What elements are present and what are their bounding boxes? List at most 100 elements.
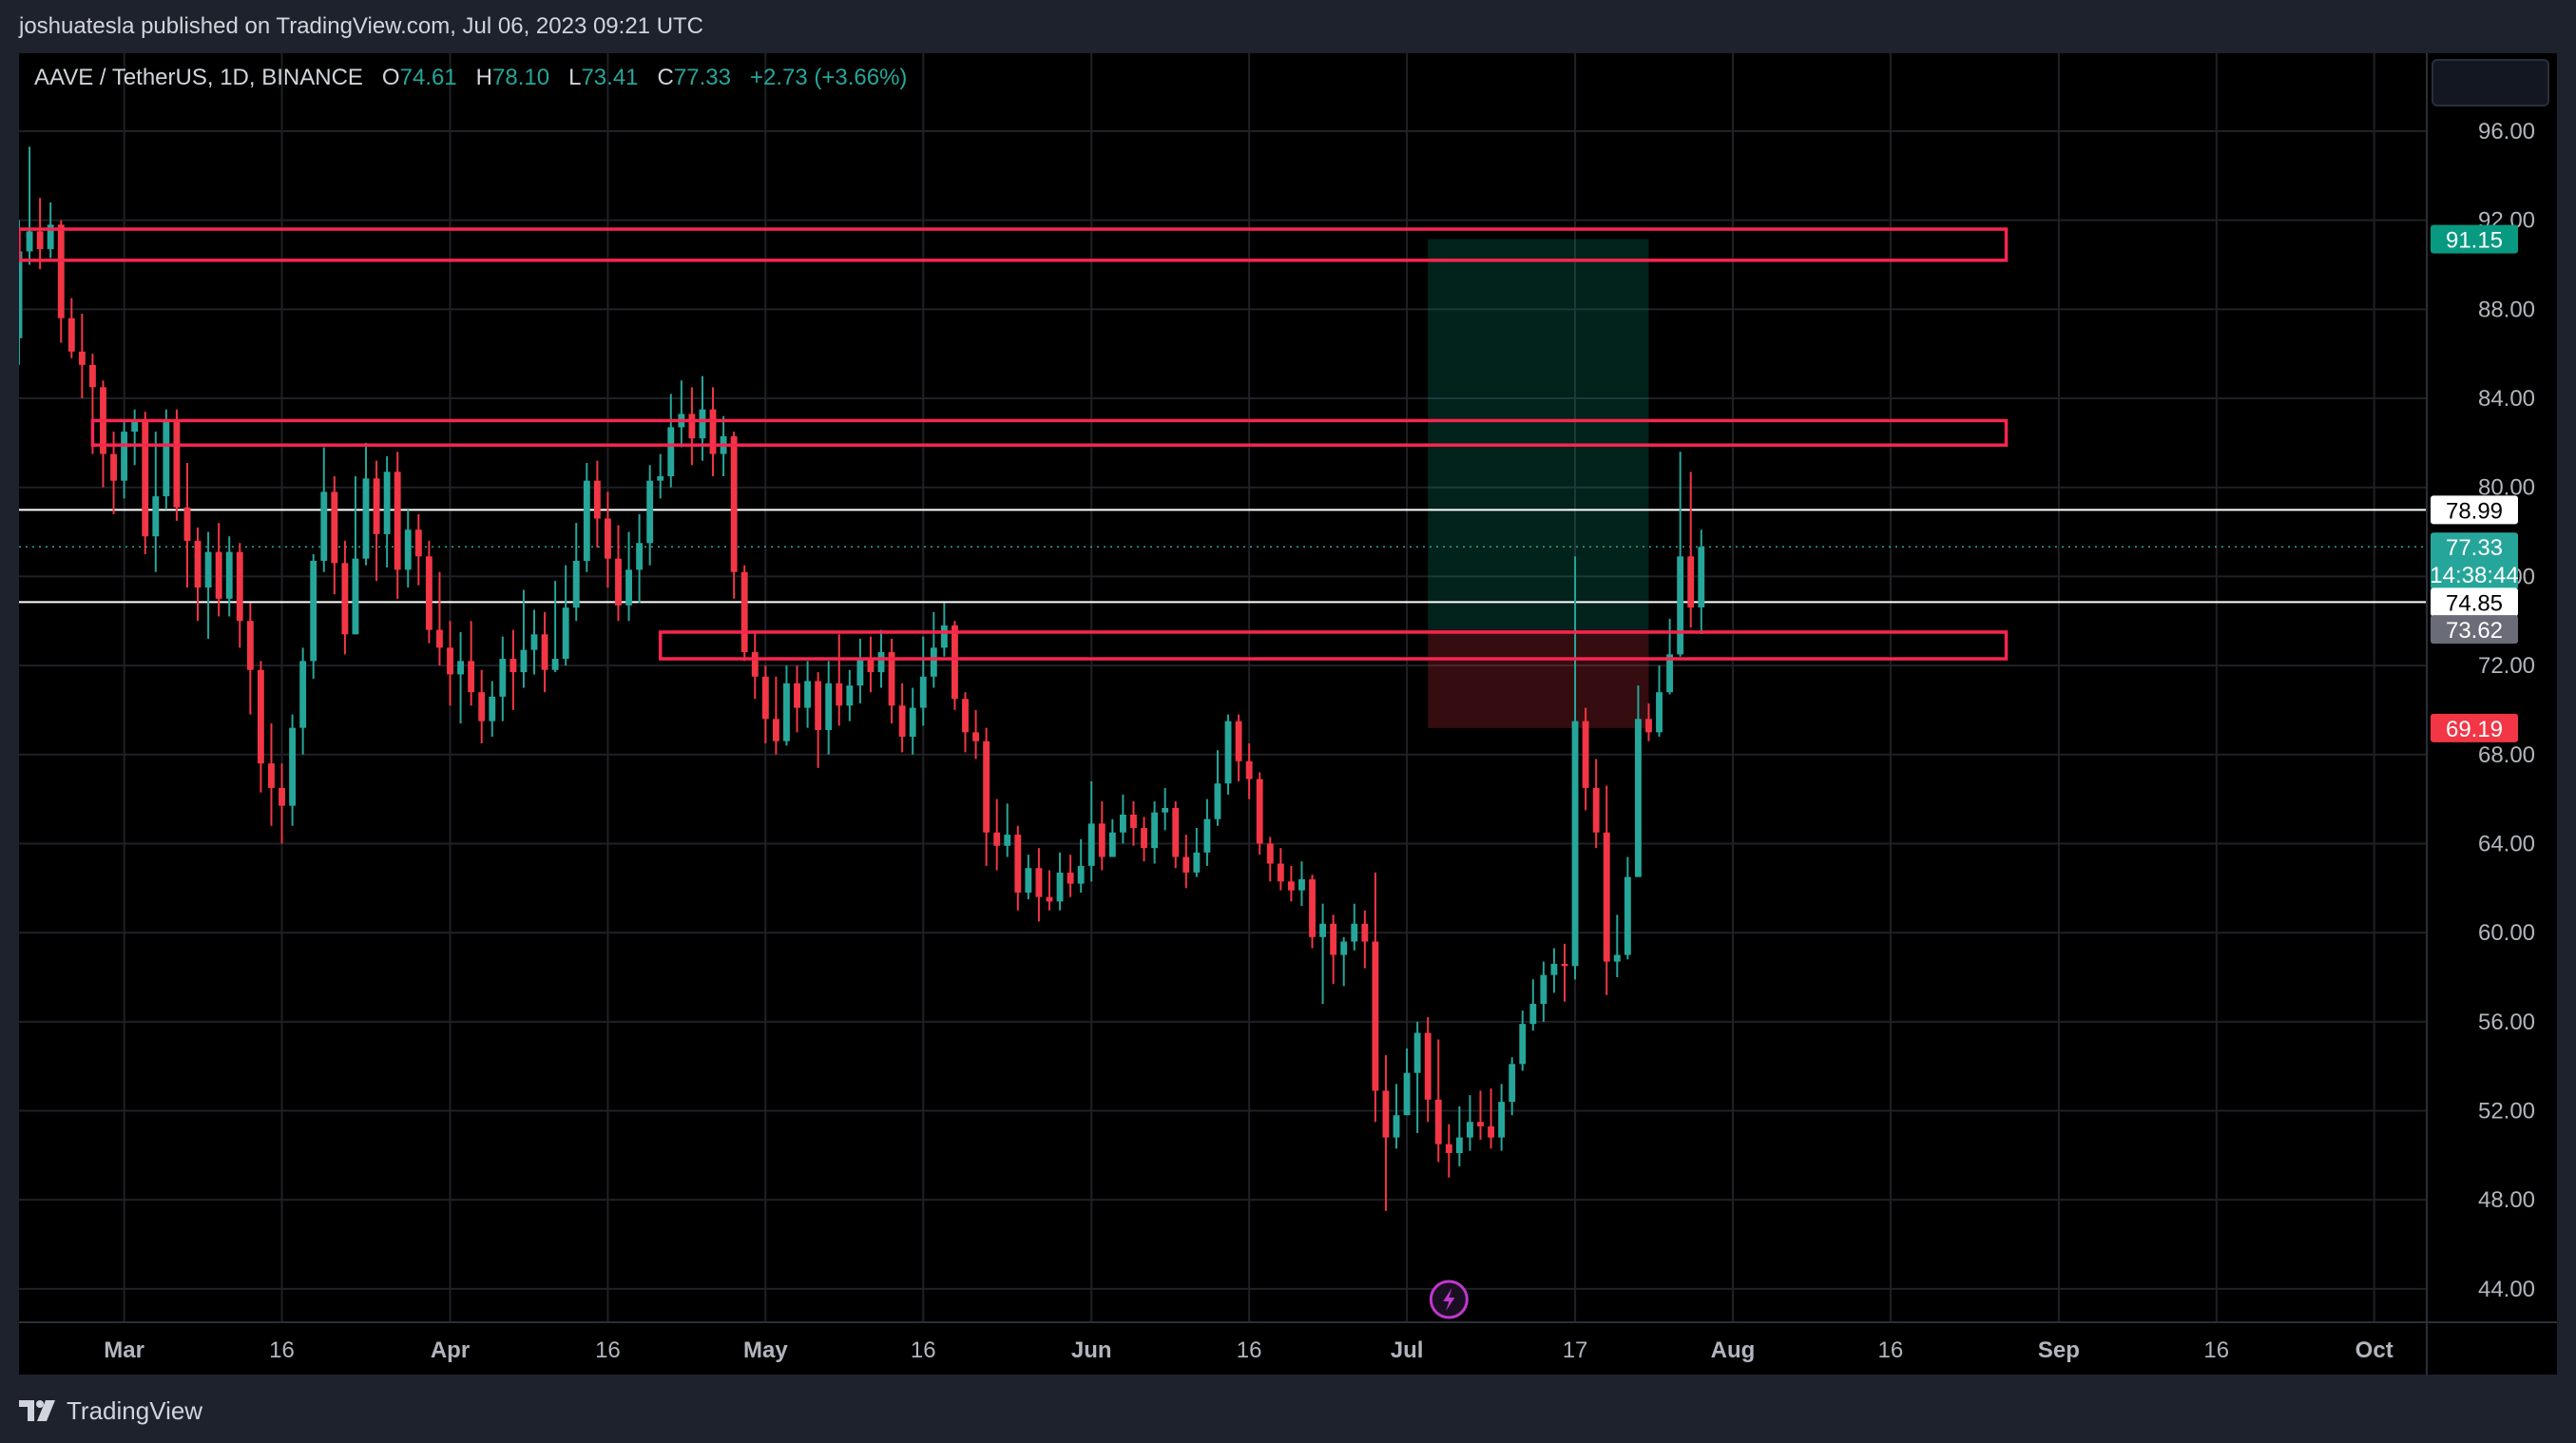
candle-body (173, 420, 181, 508)
candle-body (783, 683, 790, 741)
tradingview-logo-icon[interactable] (19, 1400, 57, 1421)
high-label: H (475, 65, 493, 90)
x-tick-label: 17 (1563, 1337, 1588, 1363)
y-tick-label: 72.00 (2478, 653, 2535, 679)
x-tick-label: Jul (1391, 1337, 1424, 1363)
candle-body (362, 478, 370, 559)
y-tick-label: 60.00 (2478, 920, 2535, 946)
candle-body (331, 491, 338, 564)
candle-body (1455, 1137, 1463, 1153)
candle-body (1403, 1072, 1411, 1116)
candle-body (930, 647, 937, 677)
x-tick-label: May (743, 1337, 788, 1363)
candle-body (583, 480, 590, 561)
chart-area[interactable]: 96.0092.0088.0084.0080.0076.0072.0068.00… (19, 53, 2557, 1375)
candle-body (699, 409, 706, 439)
candle-body (530, 634, 538, 650)
candle-body (1509, 1064, 1516, 1103)
x-tick-label: Aug (1711, 1337, 1756, 1363)
candle-body (1582, 721, 1589, 788)
x-tick-label: Oct (2355, 1337, 2393, 1363)
price-chart[interactable]: 96.0092.0088.0084.0080.0076.0072.0068.00… (19, 53, 2557, 1375)
candle-body (1056, 872, 1064, 902)
candle-body (1203, 818, 1211, 853)
candle-body (562, 607, 569, 660)
candle-body (1519, 1024, 1527, 1065)
candle-body (341, 563, 349, 635)
lightning-icon (1429, 1279, 1469, 1319)
candle-body (1046, 896, 1053, 902)
lightning-icon-bolt (1443, 1288, 1455, 1311)
price-axis-label-text: 69.19 (2446, 717, 2503, 742)
candle-body (436, 629, 443, 648)
candle-body (1087, 823, 1095, 866)
candle-body (1014, 835, 1022, 893)
low-value: 73.41 (581, 65, 639, 90)
candle-body (1098, 823, 1105, 857)
x-tick-label: 16 (595, 1337, 621, 1363)
candle-body (615, 558, 622, 606)
candle-body (993, 832, 1001, 846)
candle-body (1330, 923, 1337, 955)
candle-body (772, 719, 779, 741)
candle-body (1245, 760, 1253, 779)
candle-body (983, 741, 990, 833)
symbol-legend: AAVE / TetherUS, 1D, BINANCE O74.61 H78.… (34, 65, 907, 91)
price-axis-label (2431, 532, 2518, 590)
candle-body (1319, 923, 1327, 937)
candle-body (404, 529, 412, 570)
countdown-label-text: 14:38:44 (2430, 563, 2518, 588)
candle-body (1035, 868, 1043, 897)
candle-body (909, 707, 916, 738)
position-target-zone (1428, 239, 1649, 630)
candle-body (425, 556, 433, 630)
candle-body (478, 692, 486, 722)
x-tick-label: 16 (269, 1337, 295, 1363)
price-axis-label-text: 77.33 (2446, 535, 2503, 561)
candle-body (47, 224, 54, 250)
candle-body (1067, 872, 1074, 884)
candle-body (1277, 863, 1284, 882)
candle-body (520, 649, 528, 673)
candle-body (299, 661, 307, 728)
x-tick-label: 16 (911, 1337, 936, 1363)
candle-body (383, 471, 391, 534)
x-tick-label: Sep (2038, 1337, 2080, 1363)
candle-body (26, 231, 33, 252)
candle-body (1624, 876, 1631, 955)
chart-settings-button[interactable] (2432, 59, 2549, 106)
candle-body (279, 787, 285, 806)
candle-body (468, 661, 475, 693)
price-zone-rectangle (658, 630, 2009, 661)
candle-body (414, 529, 422, 557)
candle-body (110, 453, 117, 481)
candle-body (1529, 1004, 1537, 1025)
brand-name[interactable]: TradingView (67, 1395, 203, 1425)
candle-body (1214, 783, 1221, 819)
candle-body (499, 659, 507, 697)
candle-body (1193, 852, 1201, 873)
candle-body (1561, 963, 1568, 967)
x-tick-label: 16 (1878, 1337, 1904, 1363)
position-stop-zone (1428, 629, 1649, 728)
candle-body (856, 659, 864, 686)
candle-body (972, 732, 979, 741)
candle-body (268, 763, 275, 788)
price-axis-label (2431, 495, 2518, 525)
candle-body (152, 496, 160, 537)
candle-body (657, 476, 664, 481)
candle-body (1477, 1122, 1484, 1126)
candle-body (1498, 1102, 1506, 1138)
candle-body (36, 231, 44, 250)
candle-body (142, 420, 149, 537)
x-tick-label: Jun (1071, 1337, 1112, 1363)
candle-body (751, 652, 759, 677)
x-tick-label: Apr (431, 1337, 470, 1363)
candle-body (246, 621, 254, 670)
candle-body (1224, 721, 1232, 784)
open-label: O (381, 65, 400, 90)
candle-body (394, 471, 401, 570)
y-tick-label: 88.00 (2478, 297, 2535, 322)
publish-info: joshuatesla published on TradingView.com… (19, 13, 704, 39)
candle-body (1182, 856, 1190, 873)
